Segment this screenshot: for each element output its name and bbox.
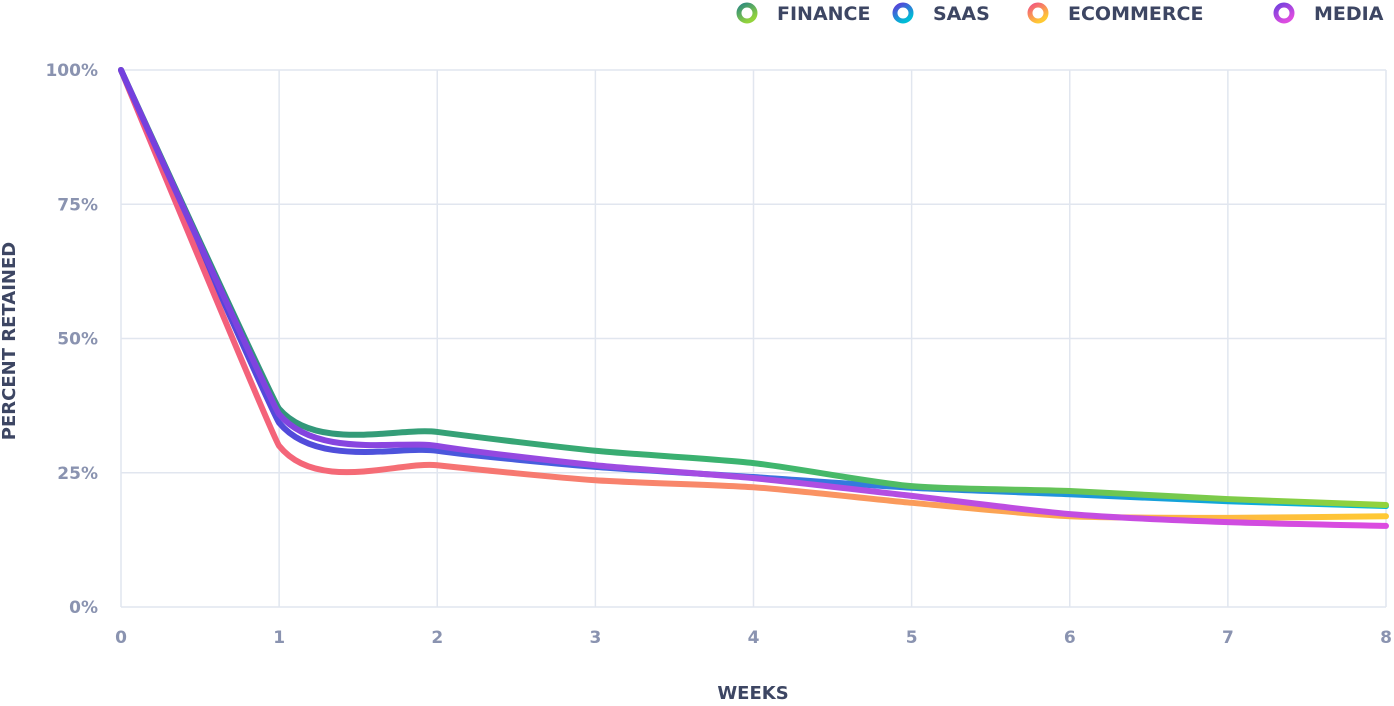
series-lines	[118, 67, 1389, 529]
x-axis-title: WEEKS	[717, 683, 788, 702]
x-tick-label: 3	[589, 628, 601, 648]
legend-item-ecommerce[interactable]: ECOMMERCE	[1027, 2, 1203, 25]
series-line-media	[118, 67, 1389, 529]
y-tick-label: 25%	[57, 464, 98, 484]
x-tick-label: 6	[1064, 628, 1076, 648]
legend: FINANCE SAAS ECOMMERCE MEDIA	[736, 2, 1384, 25]
y-tick-label: 0%	[69, 598, 98, 618]
legend-marker-icon	[1027, 2, 1049, 24]
legend-marker-icon	[892, 2, 914, 24]
y-tick-label: 75%	[57, 195, 98, 215]
grid	[120, 69, 1387, 608]
y-tick-label: 50%	[57, 330, 98, 350]
legend-label: FINANCE	[777, 3, 870, 25]
legend-item-saas[interactable]: SAAS	[892, 2, 990, 25]
legend-item-finance[interactable]: FINANCE	[736, 2, 870, 25]
x-tick-label: 7	[1222, 628, 1234, 648]
legend-label: SAAS	[933, 3, 990, 25]
x-tick-label: 0	[115, 628, 127, 648]
y-tick-label: 100%	[45, 61, 98, 81]
legend-label: MEDIA	[1314, 3, 1384, 25]
legend-item-media[interactable]: MEDIA	[1273, 2, 1384, 25]
x-tick-label: 2	[431, 628, 443, 648]
legend-label: ECOMMERCE	[1068, 3, 1203, 25]
x-tick-label: 8	[1380, 628, 1392, 648]
x-tick-label: 1	[273, 628, 285, 648]
x-tick-label: 4	[748, 628, 760, 648]
y-axis-title: PERCENT RETAINED	[0, 242, 20, 440]
legend-marker-icon	[736, 2, 758, 24]
x-tick-label: 5	[906, 628, 918, 648]
x-axis-ticks: 0 1 2 3 4 5 6 7 8	[115, 628, 1392, 648]
y-axis-ticks: 0% 25% 50% 75% 100%	[45, 61, 98, 618]
legend-marker-icon	[1273, 2, 1295, 24]
